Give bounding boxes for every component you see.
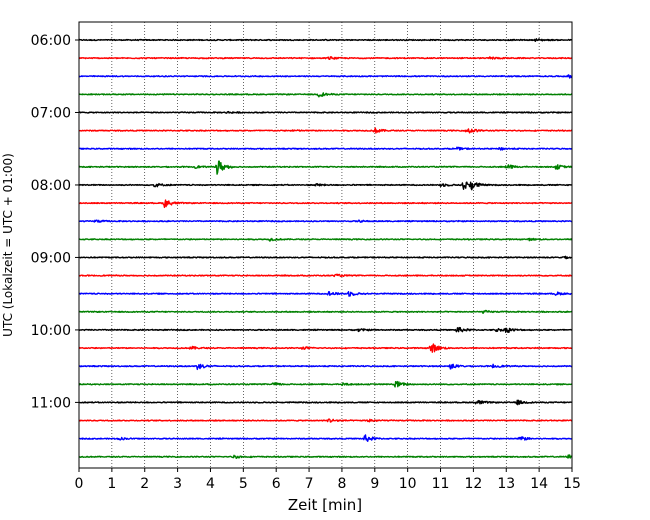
seismic-trace bbox=[78, 255, 573, 260]
seismic-trace bbox=[78, 237, 573, 242]
y-tick-label: 06:00 bbox=[31, 33, 71, 49]
grid-lines bbox=[111, 22, 540, 468]
x-tick-label: 6 bbox=[272, 476, 281, 492]
seismic-trace bbox=[78, 343, 573, 353]
x-tick-label: 3 bbox=[173, 476, 182, 492]
seismic-trace bbox=[78, 309, 573, 314]
seismic-trace bbox=[78, 219, 573, 223]
seismic-trace bbox=[78, 38, 573, 43]
x-tick-label: 4 bbox=[206, 476, 215, 492]
trace-group bbox=[78, 38, 573, 459]
seismic-trace bbox=[78, 399, 573, 406]
y-tick-label: 09:00 bbox=[31, 250, 71, 266]
seismic-trace bbox=[78, 160, 573, 175]
x-tick-label: 5 bbox=[239, 476, 248, 492]
seismic-trace bbox=[78, 110, 573, 114]
seismic-trace bbox=[78, 273, 573, 278]
x-tick-label: 2 bbox=[140, 476, 149, 492]
y-tick-label: 10:00 bbox=[31, 323, 71, 339]
x-tick-label: 9 bbox=[370, 476, 379, 492]
seismic-trace bbox=[78, 127, 573, 134]
seismic-trace bbox=[78, 326, 573, 334]
x-tick-label: 10 bbox=[399, 476, 417, 492]
seismic-trace bbox=[78, 434, 573, 442]
plot-background bbox=[79, 22, 572, 468]
y-tick-label: 08:00 bbox=[31, 178, 71, 194]
seismic-trace bbox=[78, 74, 573, 79]
seismic-trace bbox=[78, 380, 573, 388]
seismic-trace bbox=[78, 92, 573, 98]
x-tick-label: 11 bbox=[432, 476, 450, 492]
x-tick-label: 8 bbox=[337, 476, 346, 492]
x-tick-label: 1 bbox=[107, 476, 116, 492]
seismic-trace bbox=[78, 146, 573, 151]
seismic-trace bbox=[78, 290, 573, 297]
x-axis-label: Zeit [min] bbox=[288, 496, 362, 514]
seismic-trace bbox=[78, 56, 573, 61]
x-tick-label: 14 bbox=[530, 476, 548, 492]
seismic-trace bbox=[78, 181, 573, 191]
x-tick-label: 12 bbox=[464, 476, 482, 492]
seismic-trace bbox=[78, 363, 573, 371]
x-axis-ticks: 0 1 2 3 4 5 6 7 8 9 10 11 12 13 14 15 bbox=[75, 468, 581, 492]
seismic-trace bbox=[78, 418, 573, 423]
seismic-trace bbox=[78, 199, 573, 209]
y-axis-ticks: 06:00 07:00 08:00 09:00 10:00 11:00 bbox=[31, 33, 79, 411]
y-tick-label: 07:00 bbox=[31, 105, 71, 121]
seismic-trace bbox=[78, 454, 573, 459]
x-tick-label: 7 bbox=[305, 476, 314, 492]
x-tick-label: 15 bbox=[563, 476, 581, 492]
y-tick-label: 11:00 bbox=[31, 395, 71, 411]
plot-frame bbox=[78, 21, 573, 469]
y-axis-label: UTC (Lokalzeit = UTC + 01:00) bbox=[1, 153, 15, 337]
x-tick-label: 13 bbox=[497, 476, 515, 492]
x-tick-label: 0 bbox=[75, 476, 84, 492]
